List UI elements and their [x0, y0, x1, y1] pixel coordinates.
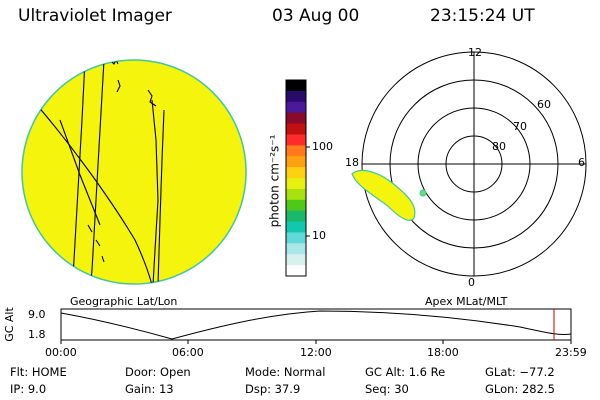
colorbar-unit-label: photon cm⁻²s⁻¹: [267, 134, 282, 228]
mlt-label-0: 0: [468, 276, 475, 289]
app-title: Ultraviolet Imager: [18, 6, 172, 26]
mlt-label-18: 18: [345, 156, 359, 169]
colorbar-segment: [286, 254, 306, 266]
altitude-ylabel: GC Alt: [2, 307, 16, 342]
altitude-xtick-1200: 12:00: [300, 346, 332, 359]
colorbar-segment: [286, 123, 306, 135]
left-panel-caption: Geographic Lat/Lon: [70, 295, 178, 308]
lat-label-70: 70: [513, 120, 527, 133]
auroral-oval: [351, 169, 416, 221]
colorbar-segment: [286, 80, 306, 92]
right-panel-caption: Apex MLat/MLT: [425, 295, 508, 308]
colorbar-segment: [286, 178, 306, 190]
altitude-xtick-1800: 18:00: [427, 346, 459, 359]
colorbar-segment: [286, 134, 306, 146]
colorbar-tick-100: 100: [312, 140, 333, 153]
status-gc-alt: GC Alt: 1.6 Re: [365, 365, 446, 379]
time-readout: 23:15:24 UT: [430, 6, 535, 26]
colorbar-segment: [286, 188, 306, 201]
lat-label-60: 60: [537, 98, 551, 111]
status-door: Door: Open: [125, 365, 191, 379]
status-dsp: Dsp: 37.9: [245, 382, 301, 396]
satellite-marker: [419, 189, 427, 197]
altitude-xtick-0600: 06:00: [172, 346, 204, 359]
mlt-label-6: 6: [578, 156, 585, 169]
altitude-ytick-9: 9.0: [28, 308, 46, 321]
status-glat: GLat: −77.2: [485, 365, 555, 379]
status-glon: GLon: 282.5: [485, 382, 555, 396]
colorbar-segment: [286, 199, 306, 212]
colorbar-segment: [286, 101, 306, 114]
colorbar-segment: [286, 156, 306, 168]
colorbar-segment: [286, 90, 306, 103]
mlt-label-12: 12: [468, 46, 482, 59]
colorbar-segment: [286, 167, 306, 179]
colorbar-segment: [286, 210, 306, 223]
polar-plot[interactable]: [351, 51, 587, 277]
colorbar-segment: [286, 112, 306, 125]
status-filter: Flt: HOME: [10, 365, 67, 379]
colorbar: [285, 79, 310, 277]
colorbar-segment: [286, 232, 306, 244]
status-ip: IP: 9.0: [10, 382, 47, 396]
date-readout: 03 Aug 00: [272, 6, 360, 26]
altitude-xtick-0000: 00:00: [45, 346, 77, 359]
colorbar-segment: [286, 265, 306, 277]
altitude-ytick-1-8: 1.8: [28, 328, 46, 341]
colorbar-segment: [286, 145, 306, 157]
colorbar-segment: [286, 243, 306, 255]
status-seq: Seq: 30: [365, 382, 409, 396]
uv-image-disc[interactable]: [21, 59, 247, 290]
altitude-xtick-2359: 23:59: [555, 346, 587, 359]
altitude-plot: [60, 308, 572, 344]
lat-label-80: 80: [492, 140, 506, 153]
colorbar-tick-10: 10: [312, 229, 326, 242]
status-mode: Mode: Normal: [245, 365, 326, 379]
colorbar-segment: [286, 221, 306, 233]
status-gain: Gain: 13: [125, 382, 174, 396]
